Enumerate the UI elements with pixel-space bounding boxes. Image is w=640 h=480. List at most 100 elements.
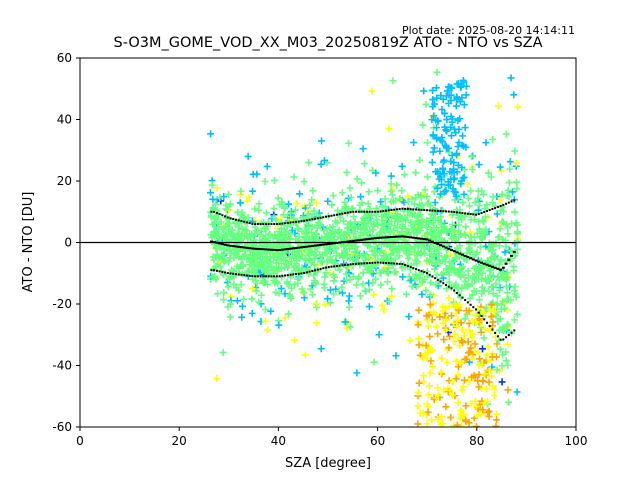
median-marker (496, 267, 500, 270)
data-point (216, 233, 224, 241)
data-point (345, 303, 353, 311)
upper-band-marker (466, 212, 469, 215)
data-point (513, 245, 521, 253)
upper-band-marker (284, 222, 287, 225)
data-point (514, 237, 522, 245)
data-point (451, 330, 459, 338)
data-point (431, 199, 439, 207)
data-point (271, 176, 279, 184)
data-point (369, 279, 377, 287)
data-point (359, 145, 367, 153)
lower-band-marker (333, 265, 336, 268)
lower-band-marker (371, 261, 374, 264)
data-point (489, 272, 497, 280)
data-point (440, 386, 448, 394)
data-point (471, 311, 479, 319)
data-point (273, 278, 281, 286)
data-point (292, 235, 300, 243)
data-point (439, 256, 447, 264)
upper-band-marker (374, 210, 377, 213)
data-point (277, 260, 285, 268)
data-point (355, 273, 363, 281)
data-point (313, 199, 321, 207)
data-point (404, 198, 412, 206)
data-point (492, 333, 500, 341)
data-point (224, 203, 232, 211)
data-point (380, 306, 388, 314)
data-point (275, 263, 283, 271)
lower-band-marker (379, 261, 382, 264)
data-point (417, 202, 425, 210)
lower-band-marker (357, 262, 360, 265)
data-point (467, 233, 475, 241)
data-point (363, 227, 371, 235)
data-point (414, 388, 422, 396)
median-marker (477, 260, 481, 263)
data-point (235, 286, 243, 294)
data-point (458, 326, 466, 334)
data-point (385, 125, 393, 133)
data-point (478, 235, 486, 243)
data-point (493, 210, 501, 218)
data-point (479, 377, 487, 385)
data-point (308, 196, 316, 204)
data-point (454, 142, 462, 150)
data-point (484, 169, 492, 177)
y-tick-label: -60 (52, 420, 72, 434)
data-point (346, 184, 354, 192)
lower-band-marker (360, 262, 363, 265)
data-point (424, 408, 432, 416)
data-point (381, 195, 389, 203)
data-point (496, 345, 504, 353)
scatter-points (206, 68, 522, 427)
lower-band-marker (316, 268, 319, 271)
data-point (235, 224, 243, 232)
data-point (281, 290, 289, 298)
upper-band-marker (275, 223, 278, 226)
upper-band-marker (215, 211, 218, 214)
lower-band-marker (472, 306, 475, 309)
data-point (437, 190, 445, 198)
data-point (245, 193, 253, 201)
data-point (424, 200, 432, 208)
median-marker (264, 248, 268, 251)
upper-band-marker (346, 211, 349, 214)
data-point (233, 262, 241, 270)
data-point (500, 218, 508, 226)
data-point (279, 211, 287, 219)
upper-band-marker (409, 208, 412, 211)
median-marker (346, 240, 350, 243)
lower-band-marker (415, 268, 418, 271)
median-marker (368, 237, 372, 240)
upper-band-marker (382, 210, 385, 213)
data-point (357, 193, 365, 201)
data-point (391, 255, 399, 263)
median-marker (510, 254, 514, 257)
data-point (503, 322, 511, 330)
lower-band-marker (267, 275, 270, 278)
upper-band-marker (458, 211, 461, 214)
upper-band-marker (325, 215, 328, 218)
upper-band-marker (447, 210, 450, 213)
data-point (291, 206, 299, 214)
data-point (496, 163, 504, 171)
data-point (443, 87, 451, 95)
data-point (407, 222, 415, 230)
data-point (504, 186, 512, 194)
data-point (317, 257, 325, 265)
data-point (274, 279, 282, 287)
data-point (426, 300, 434, 308)
data-point (276, 231, 284, 239)
data-point (454, 161, 462, 169)
x-tick-label: 100 (565, 434, 588, 448)
data-point (480, 334, 488, 342)
data-point (488, 199, 496, 207)
lower-band-marker (374, 261, 377, 264)
lower-band-marker (232, 272, 235, 275)
data-point (502, 130, 510, 138)
data-point (509, 188, 517, 196)
data-point (468, 317, 476, 325)
data-point (455, 301, 463, 309)
data-point (441, 123, 449, 131)
data-point (448, 258, 456, 266)
